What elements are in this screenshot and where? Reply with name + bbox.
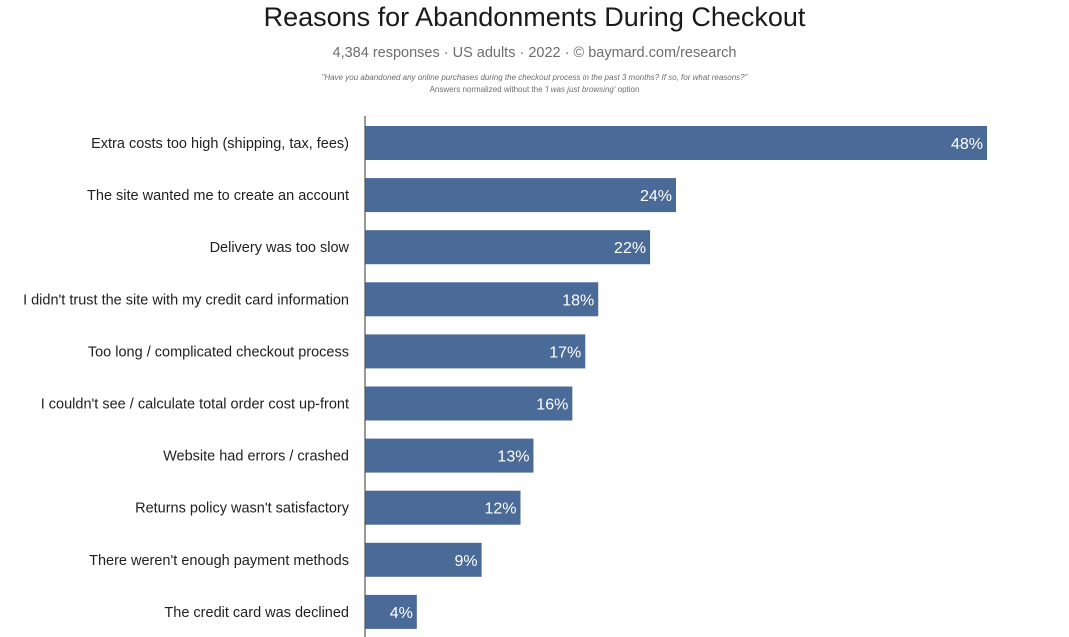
category-label: I couldn't see / calculate total order c… xyxy=(41,397,349,413)
bar-value-label: 13% xyxy=(497,449,529,466)
bar-value-label: 16% xyxy=(536,397,568,414)
bar xyxy=(365,490,521,525)
bar xyxy=(365,230,651,265)
category-label: I didn't trust the site with my credit c… xyxy=(23,292,349,308)
bar xyxy=(365,542,482,577)
bar-value-label: 22% xyxy=(614,240,646,257)
category-label: Delivery was too slow xyxy=(210,240,350,256)
bar xyxy=(365,334,586,369)
note-suffix: option xyxy=(615,85,640,94)
category-label: The site wanted me to create an account xyxy=(87,188,349,204)
bar xyxy=(365,282,599,317)
note-emphasis: 'I was just browsing' xyxy=(544,85,616,94)
bar xyxy=(365,594,417,629)
note-prefix: Answers normalized without the xyxy=(429,85,545,94)
chart-subtitle: 4,384 responses · US adults · 2022 · © b… xyxy=(332,45,737,61)
category-label: The credit card was declined xyxy=(164,605,349,621)
category-label: Returns policy wasn't satisfactory xyxy=(135,501,350,517)
bar xyxy=(365,178,676,213)
category-label: Too long / complicated checkout process xyxy=(88,344,349,360)
bar-value-label: 9% xyxy=(455,553,478,570)
bar xyxy=(365,386,573,421)
category-label: Website had errors / crashed xyxy=(163,449,349,465)
bar-value-label: 17% xyxy=(549,344,581,361)
category-labels-group: Extra costs too high (shipping, tax, fee… xyxy=(23,136,350,621)
bar-value-label: 48% xyxy=(951,136,983,153)
survey-question: "Have you abandoned any online purchases… xyxy=(321,73,748,82)
bar xyxy=(365,126,987,160)
category-label: Extra costs too high (shipping, tax, fee… xyxy=(91,136,349,152)
category-label: There weren't enough payment methods xyxy=(89,553,349,569)
bar-value-label: 18% xyxy=(562,292,594,309)
bar-value-label: 12% xyxy=(484,501,516,518)
chart-title: Reasons for Abandonments During Checkout xyxy=(263,2,806,32)
bars-group: 48% 24% 22% 18% 17% 16% 13% 12% 9% 4% xyxy=(365,126,987,629)
bar-value-label: 24% xyxy=(640,188,672,205)
normalization-note: Answers normalized without the 'I was ju… xyxy=(0,84,1069,95)
bar xyxy=(365,438,534,473)
bar-value-label: 4% xyxy=(390,605,413,622)
